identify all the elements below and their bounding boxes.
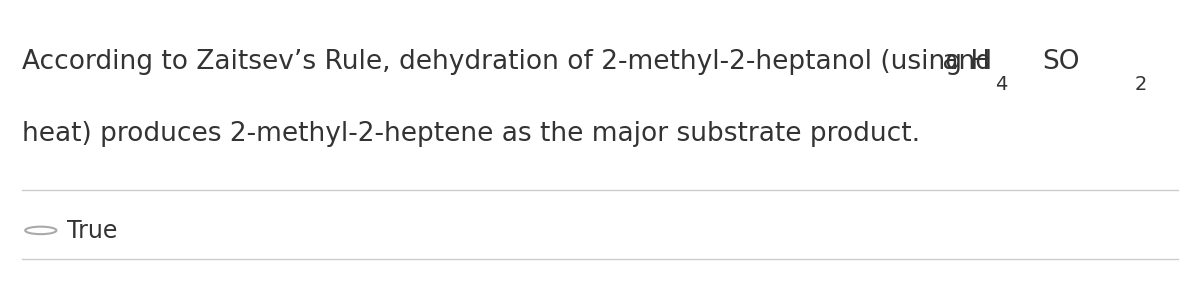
Text: 4: 4 <box>995 75 1008 94</box>
Text: True: True <box>67 219 118 243</box>
Text: heat) produces 2-methyl-2-heptene as the major substrate product.: heat) produces 2-methyl-2-heptene as the… <box>22 121 919 147</box>
Text: 2: 2 <box>1135 75 1147 94</box>
Text: SO: SO <box>1042 49 1080 75</box>
Text: According to Zaitsev’s Rule, dehydration of 2-methyl-2-heptanol (using H: According to Zaitsev’s Rule, dehydration… <box>22 49 990 75</box>
Text: and: and <box>934 49 991 75</box>
